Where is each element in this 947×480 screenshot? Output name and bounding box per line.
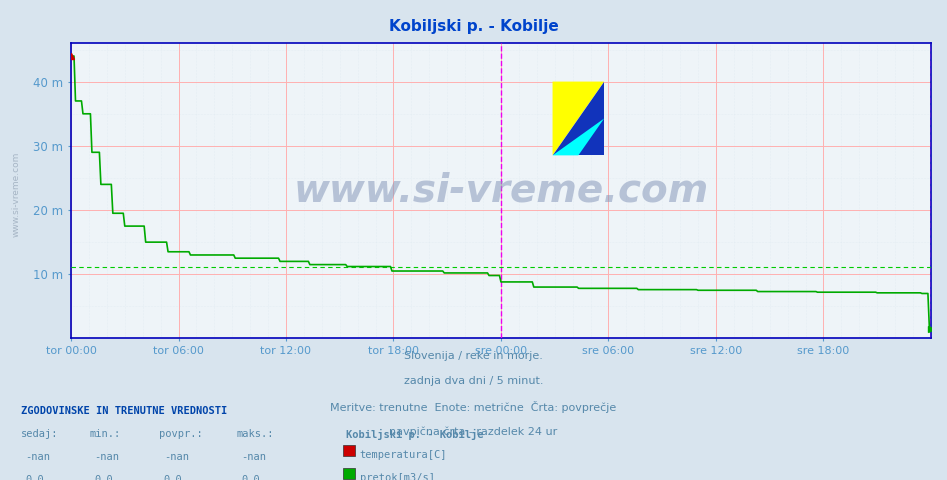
Text: -nan: -nan xyxy=(164,452,188,462)
Text: 0,0: 0,0 xyxy=(26,475,45,480)
Text: ZGODOVINSKE IN TRENUTNE VREDNOSTI: ZGODOVINSKE IN TRENUTNE VREDNOSTI xyxy=(21,406,227,416)
Text: povpr.:: povpr.: xyxy=(159,429,203,439)
Text: zadnja dva dni / 5 minut.: zadnja dva dni / 5 minut. xyxy=(403,376,544,386)
Text: Kobiljski p. - Kobilje: Kobiljski p. - Kobilje xyxy=(388,19,559,34)
Text: Kobiljski p. - Kobilje: Kobiljski p. - Kobilje xyxy=(346,429,483,440)
Text: navpična črta - razdelek 24 ur: navpična črta - razdelek 24 ur xyxy=(389,426,558,437)
Text: Meritve: trenutne  Enote: metrične  Črta: povprečje: Meritve: trenutne Enote: metrične Črta: … xyxy=(331,401,616,413)
Text: 0,0: 0,0 xyxy=(95,475,114,480)
Text: pretok[m3/s]: pretok[m3/s] xyxy=(360,473,435,480)
Text: www.si-vreme.com: www.si-vreme.com xyxy=(294,172,708,210)
Polygon shape xyxy=(552,82,604,156)
Text: Slovenija / reke in morje.: Slovenija / reke in morje. xyxy=(404,351,543,361)
Text: 0,0: 0,0 xyxy=(164,475,183,480)
Text: -nan: -nan xyxy=(241,452,266,462)
Polygon shape xyxy=(552,82,604,156)
Text: maks.:: maks.: xyxy=(237,429,275,439)
Text: temperatura[C]: temperatura[C] xyxy=(360,450,447,460)
Text: min.:: min.: xyxy=(90,429,121,439)
Polygon shape xyxy=(552,119,604,156)
Text: -nan: -nan xyxy=(26,452,50,462)
Text: sedaj:: sedaj: xyxy=(21,429,59,439)
Text: 0,0: 0,0 xyxy=(241,475,260,480)
Text: www.si-vreme.com: www.si-vreme.com xyxy=(11,152,21,237)
Text: -nan: -nan xyxy=(95,452,119,462)
